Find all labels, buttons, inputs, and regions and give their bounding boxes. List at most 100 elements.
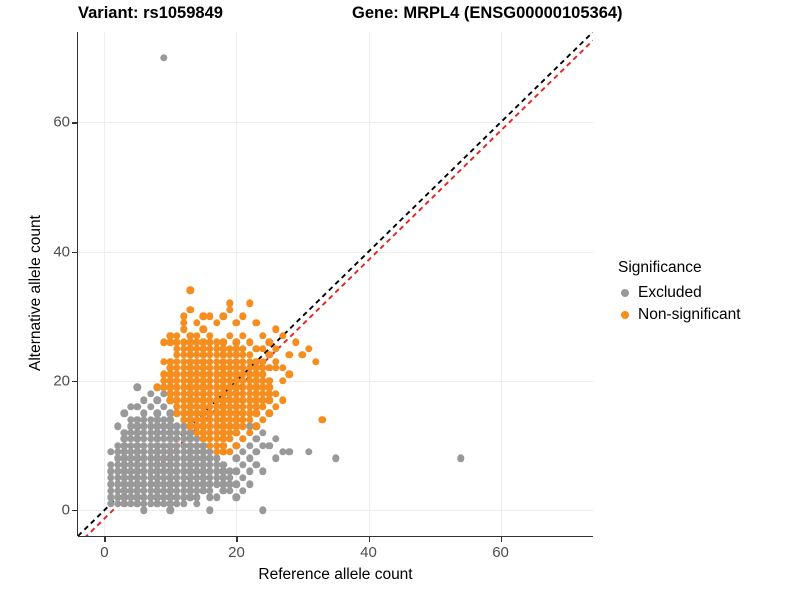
data-point — [107, 493, 115, 501]
data-point — [199, 422, 208, 430]
data-point — [146, 435, 155, 443]
data-point — [219, 396, 227, 404]
data-point — [193, 493, 201, 501]
legend-title: Significance — [618, 259, 702, 276]
data-point — [199, 364, 208, 372]
data-point — [153, 409, 161, 417]
data-point — [133, 428, 142, 437]
data-point — [193, 377, 201, 385]
data-point — [140, 422, 148, 430]
data-point — [179, 396, 188, 404]
data-point — [153, 435, 161, 443]
data-point — [160, 454, 168, 463]
data-point — [160, 487, 168, 495]
data-point — [265, 338, 274, 346]
data-point — [206, 312, 214, 320]
data-point — [133, 499, 142, 508]
data-point — [120, 493, 128, 501]
data-point — [113, 461, 122, 469]
data-point — [173, 461, 181, 469]
data-point — [186, 428, 194, 437]
data-point — [226, 364, 234, 372]
data-point — [146, 480, 155, 488]
data-point — [239, 409, 247, 417]
data-point — [239, 461, 247, 469]
data-point — [252, 461, 260, 469]
data-point — [173, 370, 181, 379]
data-point — [232, 428, 241, 437]
data-point — [140, 474, 148, 482]
data-point — [166, 370, 175, 379]
data-point — [113, 454, 122, 463]
variant-title: Variant: rs1059849 — [78, 4, 223, 22]
data-point — [179, 467, 188, 476]
data-point — [226, 396, 234, 404]
data-point — [252, 377, 260, 385]
data-point — [206, 435, 214, 443]
data-point — [186, 383, 194, 392]
data-point — [133, 474, 142, 482]
data-point — [239, 370, 247, 379]
data-point — [206, 357, 214, 366]
legend-item-non-significant[interactable]: Non-significant — [617, 304, 797, 326]
data-point — [232, 454, 241, 463]
data-point — [226, 377, 234, 385]
data-point — [113, 480, 122, 488]
data-point — [457, 454, 465, 463]
data-point — [127, 493, 135, 501]
data-point — [212, 474, 221, 482]
data-point — [206, 396, 214, 404]
data-point — [166, 415, 175, 424]
data-point — [239, 422, 247, 430]
data-point — [272, 364, 280, 372]
figure-title-row: Variant: rs1059849 Gene: MRPL4 (ENSG0000… — [0, 4, 690, 30]
data-point — [120, 448, 128, 456]
data-point — [212, 493, 221, 501]
legend-item-excluded[interactable]: Excluded — [617, 282, 797, 304]
data-point — [252, 364, 260, 372]
data-point — [179, 325, 188, 333]
data-point — [160, 357, 168, 366]
data-point — [219, 357, 227, 366]
data-point — [199, 474, 208, 482]
data-point — [179, 487, 188, 495]
x-tick-label: 60 — [492, 544, 509, 561]
data-point — [232, 344, 241, 353]
y-axis-title: Alternative allele count — [27, 215, 44, 371]
data-point — [252, 435, 260, 443]
data-point — [193, 441, 201, 450]
data-point — [199, 377, 208, 385]
data-point — [146, 461, 155, 469]
x-axis-line — [78, 536, 593, 538]
data-point — [120, 441, 128, 450]
data-point — [120, 499, 128, 508]
data-point — [133, 493, 142, 501]
data-point — [265, 396, 274, 404]
data-point — [285, 370, 293, 379]
y-tick-label: 20 — [53, 372, 70, 390]
data-point — [245, 422, 254, 430]
data-point — [232, 383, 241, 392]
data-point — [133, 480, 142, 488]
data-point — [173, 364, 181, 372]
data-point — [166, 499, 175, 508]
data-point — [166, 377, 175, 385]
data-point — [186, 435, 194, 443]
data-point — [259, 415, 267, 424]
data-point — [146, 487, 155, 495]
data-point — [232, 409, 241, 417]
data-point — [173, 409, 181, 417]
data-point — [146, 499, 155, 508]
data-point — [166, 448, 175, 456]
data-point — [199, 454, 208, 463]
data-point — [265, 409, 274, 417]
data-point — [153, 454, 161, 463]
data-point — [153, 474, 161, 482]
data-point — [259, 467, 267, 476]
data-point — [120, 474, 128, 482]
data-point — [166, 390, 175, 398]
data-point — [206, 409, 214, 417]
data-point — [232, 319, 241, 327]
data-point — [179, 383, 188, 392]
data-point — [186, 422, 194, 430]
